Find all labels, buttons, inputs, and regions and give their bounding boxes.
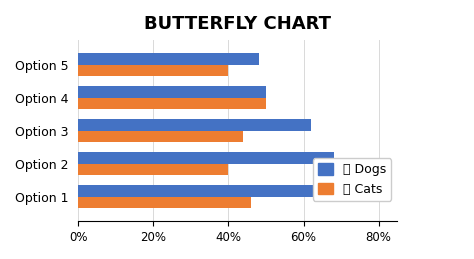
Bar <box>78 86 266 98</box>
Bar <box>78 98 266 109</box>
Bar <box>78 164 228 175</box>
Bar <box>78 131 244 142</box>
Title: BUTTERFLY CHART: BUTTERFLY CHART <box>145 15 331 33</box>
Bar <box>78 185 360 197</box>
Bar <box>78 152 334 164</box>
Legend: 🐕 Dogs, 🐈 Cats: 🐕 Dogs, 🐈 Cats <box>313 158 391 200</box>
Bar <box>78 53 258 65</box>
Bar <box>78 119 311 131</box>
Bar <box>78 197 251 208</box>
Bar <box>78 65 228 76</box>
